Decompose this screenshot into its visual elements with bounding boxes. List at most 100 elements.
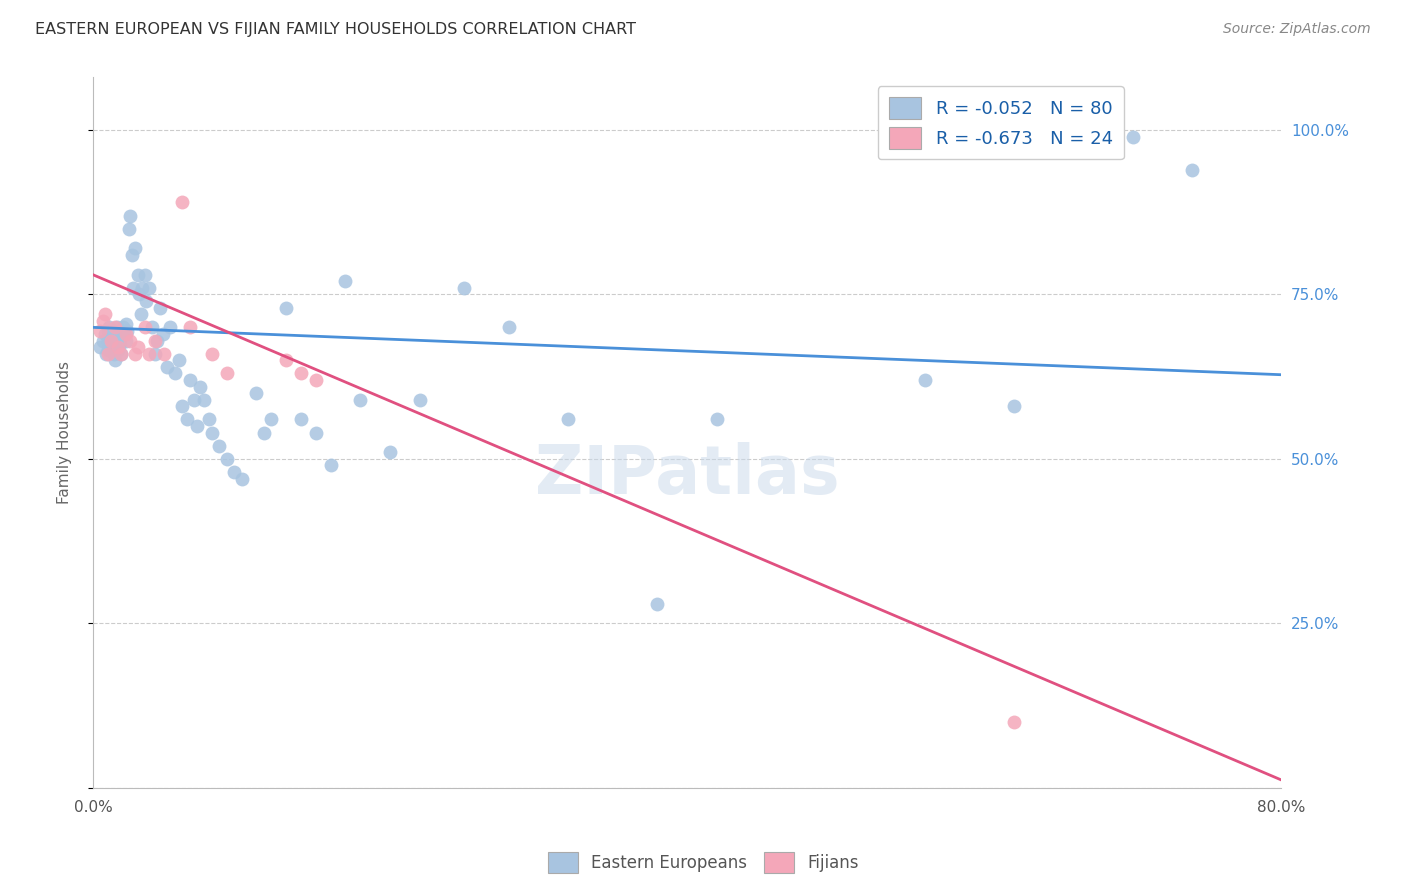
Point	[145, 334, 167, 348]
Point	[129, 307, 152, 321]
Point	[108, 330, 131, 344]
Point	[93, 334, 115, 348]
Point	[124, 242, 146, 256]
Point	[201, 425, 224, 440]
Point	[96, 346, 118, 360]
Point	[647, 597, 669, 611]
Point	[260, 412, 283, 426]
Point	[167, 353, 190, 368]
Point	[104, 320, 127, 334]
Point	[110, 346, 132, 360]
Point	[153, 346, 176, 360]
Point	[118, 221, 141, 235]
Point	[107, 343, 129, 358]
Point	[156, 359, 179, 374]
Point	[215, 451, 238, 466]
Point	[104, 353, 127, 368]
Point	[172, 399, 194, 413]
Text: ZIPatlas: ZIPatlas	[534, 442, 839, 508]
Point	[115, 324, 138, 338]
Point	[97, 346, 120, 360]
Point	[108, 336, 131, 351]
Point	[186, 419, 208, 434]
Point	[319, 458, 342, 473]
Point	[114, 326, 136, 341]
Point	[914, 373, 936, 387]
Point	[101, 326, 124, 341]
Point	[131, 281, 153, 295]
Point	[97, 334, 120, 348]
Text: EASTERN EUROPEAN VS FIJIAN FAMILY HOUSEHOLDS CORRELATION CHART: EASTERN EUROPEAN VS FIJIAN FAMILY HOUSEH…	[35, 22, 636, 37]
Point	[208, 439, 231, 453]
Point	[274, 353, 297, 368]
Point	[141, 320, 163, 334]
Legend: Eastern Europeans, Fijians: Eastern Europeans, Fijians	[541, 846, 865, 880]
Point	[107, 340, 129, 354]
Point	[97, 343, 120, 358]
Point	[222, 465, 245, 479]
Point	[1181, 162, 1204, 177]
Point	[138, 346, 160, 360]
Point	[135, 294, 157, 309]
Point	[176, 412, 198, 426]
Point	[89, 324, 111, 338]
Point	[1122, 129, 1144, 144]
Point	[149, 301, 172, 315]
Point	[89, 340, 111, 354]
Point	[305, 373, 328, 387]
Point	[231, 472, 253, 486]
Point	[134, 320, 156, 334]
Point	[138, 281, 160, 295]
Point	[453, 281, 475, 295]
Point	[201, 346, 224, 360]
Point	[128, 287, 150, 301]
Point	[120, 334, 142, 348]
Point	[335, 274, 357, 288]
Point	[145, 346, 167, 360]
Point	[1002, 399, 1025, 413]
Point	[409, 392, 432, 407]
Point	[112, 326, 135, 341]
Point	[114, 334, 136, 348]
Point	[94, 307, 117, 321]
Point	[152, 326, 174, 341]
Point	[159, 320, 181, 334]
Point	[179, 373, 201, 387]
Point	[110, 346, 132, 360]
Text: Source: ZipAtlas.com: Source: ZipAtlas.com	[1223, 22, 1371, 37]
Point	[245, 386, 267, 401]
Point	[349, 392, 371, 407]
Point	[114, 317, 136, 331]
Point	[105, 334, 128, 348]
Point	[100, 334, 122, 348]
Point	[98, 320, 121, 334]
Point	[134, 268, 156, 282]
Point	[179, 320, 201, 334]
Point	[124, 346, 146, 360]
Point	[1002, 714, 1025, 729]
Point	[111, 320, 134, 334]
Point	[290, 367, 312, 381]
Point	[498, 320, 520, 334]
Point	[198, 412, 221, 426]
Point	[122, 281, 145, 295]
Point	[172, 195, 194, 210]
Point	[100, 336, 122, 351]
Point	[146, 334, 169, 348]
Y-axis label: Family Households: Family Households	[58, 361, 72, 504]
Point	[253, 425, 276, 440]
Point	[103, 346, 125, 360]
Point	[94, 326, 117, 341]
Point	[127, 340, 149, 354]
Point	[305, 425, 328, 440]
Point	[93, 314, 115, 328]
Point	[557, 412, 579, 426]
Legend: R = -0.052   N = 80, R = -0.673   N = 24: R = -0.052 N = 80, R = -0.673 N = 24	[877, 87, 1123, 160]
Point	[163, 367, 186, 381]
Point	[215, 367, 238, 381]
Point	[101, 334, 124, 348]
Point	[105, 320, 128, 334]
Point	[378, 445, 401, 459]
Point	[188, 379, 211, 393]
Point	[121, 248, 143, 262]
